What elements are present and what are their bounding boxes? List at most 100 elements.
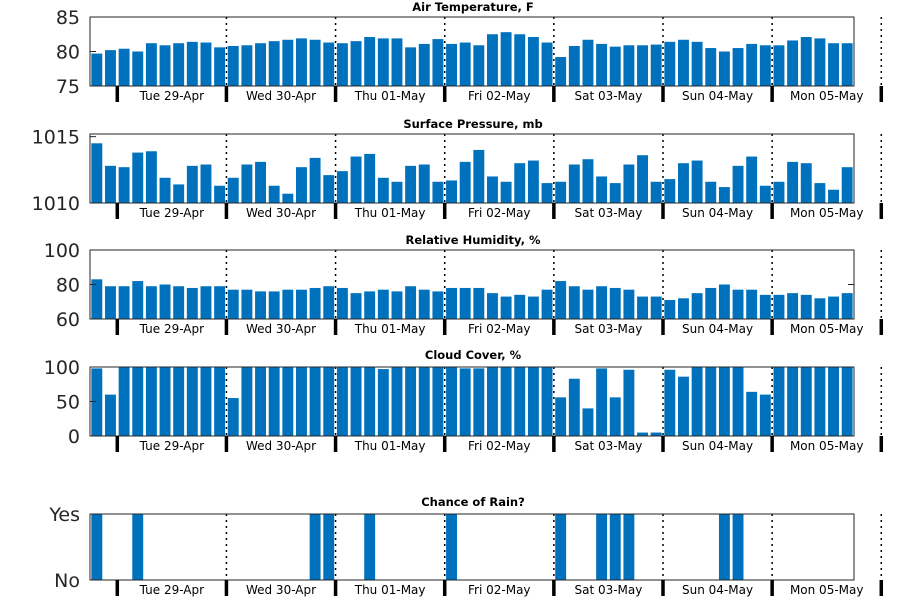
data-bar xyxy=(678,298,689,319)
data-bar xyxy=(527,37,539,86)
data-bar xyxy=(705,287,717,319)
data-bar xyxy=(473,45,485,86)
data-bar xyxy=(159,45,171,86)
data-bar xyxy=(105,394,116,436)
x-day-label: Sun 04-May xyxy=(682,89,753,103)
data-bar xyxy=(773,181,785,203)
data-bar xyxy=(841,293,853,320)
x-day-label: Mon 05-May xyxy=(790,206,864,220)
x-day-label: Thu 01-May xyxy=(354,206,426,220)
data-bar xyxy=(637,432,648,436)
data-bar xyxy=(678,376,689,436)
data-bar xyxy=(200,42,212,86)
data-bar xyxy=(623,45,635,86)
data-bar xyxy=(814,298,826,319)
data-bar xyxy=(609,397,621,436)
data-bar xyxy=(446,514,457,580)
data-bar xyxy=(664,179,676,203)
data-bar xyxy=(132,51,144,86)
data-bar xyxy=(800,294,812,319)
data-bar xyxy=(828,367,839,436)
y-tick-label: 60 xyxy=(56,309,80,331)
data-bar xyxy=(555,514,567,580)
data-bar xyxy=(323,42,335,86)
data-bar xyxy=(268,185,280,203)
data-bar xyxy=(514,34,526,86)
data-bar xyxy=(609,183,621,203)
data-bar xyxy=(309,39,321,86)
data-bar xyxy=(773,367,785,436)
data-bar xyxy=(132,281,144,319)
data-bar xyxy=(132,367,144,436)
data-bar xyxy=(568,286,580,319)
y-tick-label: 0 xyxy=(68,426,80,448)
data-bar xyxy=(159,177,171,203)
data-bar xyxy=(282,367,294,436)
data-bar xyxy=(718,187,730,203)
x-day-label: Thu 01-May xyxy=(354,89,426,103)
x-day-label: Thu 01-May xyxy=(354,583,426,597)
data-bar xyxy=(637,45,648,86)
x-day-label: Mon 05-May xyxy=(790,583,864,597)
data-bar xyxy=(350,156,362,203)
data-bar xyxy=(773,294,785,319)
data-bar xyxy=(432,291,444,319)
data-bar xyxy=(691,293,703,320)
data-bar xyxy=(91,143,103,203)
data-bar xyxy=(746,289,758,319)
data-bar xyxy=(200,286,212,319)
data-bar xyxy=(118,286,130,319)
data-bar xyxy=(746,156,758,203)
data-bar xyxy=(227,289,239,319)
data-bar xyxy=(568,45,580,86)
data-bar xyxy=(787,367,799,436)
data-bar xyxy=(214,47,226,86)
data-bar xyxy=(759,294,771,319)
plot-frame xyxy=(89,133,855,204)
data-bar xyxy=(309,157,321,203)
x-day-label: Fri 02-May xyxy=(468,89,531,103)
data-bar xyxy=(173,286,185,319)
data-bar xyxy=(241,367,253,436)
panel-title: Relative Humidity, % xyxy=(405,233,540,247)
data-bar xyxy=(746,391,758,436)
data-bar xyxy=(282,193,294,203)
data-bar xyxy=(759,394,771,436)
data-bar xyxy=(732,367,744,436)
x-day-label: Thu 01-May xyxy=(354,322,426,336)
panel-cloud-cover: 0 50 100 Tue 29-Apr Wed 30-Apr Thu 01-May Fri … xyxy=(44,348,884,453)
data-bar xyxy=(296,289,307,319)
data-bar xyxy=(541,42,553,86)
data-bar xyxy=(241,45,253,86)
data-bar xyxy=(391,291,403,319)
y-tick-label: 50 xyxy=(56,392,80,414)
data-bar xyxy=(377,289,389,319)
data-bar xyxy=(255,161,266,203)
x-day-label: Sat 03-May xyxy=(574,583,642,597)
data-bar xyxy=(91,279,103,319)
data-bar xyxy=(664,300,676,319)
data-bar xyxy=(596,176,608,203)
data-bar xyxy=(500,32,512,86)
data-bar xyxy=(118,48,130,86)
data-bar xyxy=(623,289,635,319)
data-bar xyxy=(732,289,744,319)
data-bar xyxy=(186,41,198,86)
data-bar xyxy=(255,367,266,436)
data-bar xyxy=(691,41,703,86)
y-tick-label: Yes xyxy=(48,504,80,526)
data-bar xyxy=(718,284,730,319)
data-bar xyxy=(705,181,717,203)
data-bar xyxy=(309,514,321,580)
data-bar xyxy=(418,43,430,86)
data-bar xyxy=(364,153,376,203)
panel-surface-pressure: 1010 1015 Tue 29-Apr Wed 30-Apr Thu 01-May Fr… xyxy=(32,117,884,220)
data-bar xyxy=(446,367,457,436)
data-bar xyxy=(173,43,185,86)
data-bar xyxy=(418,289,430,319)
x-day-label: Tue 29-Apr xyxy=(139,206,204,220)
data-bar xyxy=(555,57,567,86)
data-bar xyxy=(787,161,799,203)
data-bar xyxy=(350,41,362,86)
data-bar xyxy=(446,287,457,319)
